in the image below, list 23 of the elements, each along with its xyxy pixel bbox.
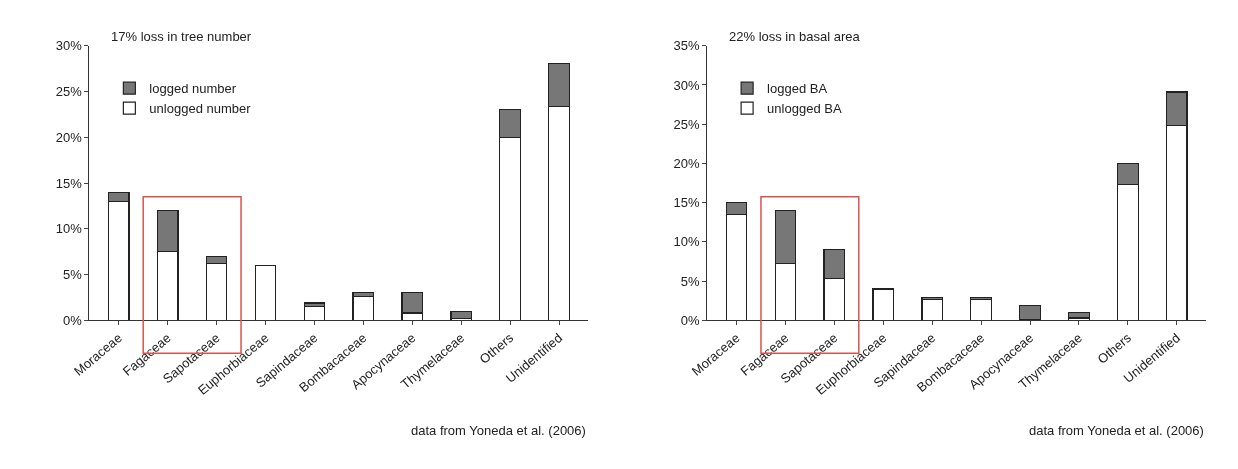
legend-label: logged number — [149, 81, 237, 97]
y-tick-label: 30% — [55, 38, 83, 54]
y-tick-label: 25% — [673, 116, 700, 132]
chart-title: 22% loss in basal area — [729, 29, 861, 44]
y-tick-label: 0% — [680, 312, 700, 328]
y-tick-label: 30% — [673, 77, 700, 93]
y-tick-label: 35% — [673, 38, 700, 54]
y-tick-label: 20% — [55, 129, 83, 145]
legend-label: logged BA — [767, 81, 828, 97]
y-tick-label: 20% — [673, 155, 700, 171]
y-tick-label: 10% — [673, 234, 700, 250]
chart-title: 17% loss in tree number — [111, 29, 252, 44]
y-tick-label: 5% — [63, 267, 83, 283]
legend-label: unlogged number — [149, 101, 252, 117]
y-tick-label: 5% — [680, 273, 700, 289]
legend-label: unlogged BA — [767, 101, 842, 117]
y-tick-label: 15% — [55, 175, 83, 191]
y-tick-label: 25% — [55, 84, 83, 100]
text: data from Yoneda et al. (2006) — [1029, 423, 1204, 438]
y-tick-label: 15% — [673, 195, 700, 211]
y-tick-label: 10% — [55, 221, 83, 237]
y-tick-label: 0% — [63, 312, 83, 328]
text: data from Yoneda et al. (2006) — [411, 423, 586, 438]
